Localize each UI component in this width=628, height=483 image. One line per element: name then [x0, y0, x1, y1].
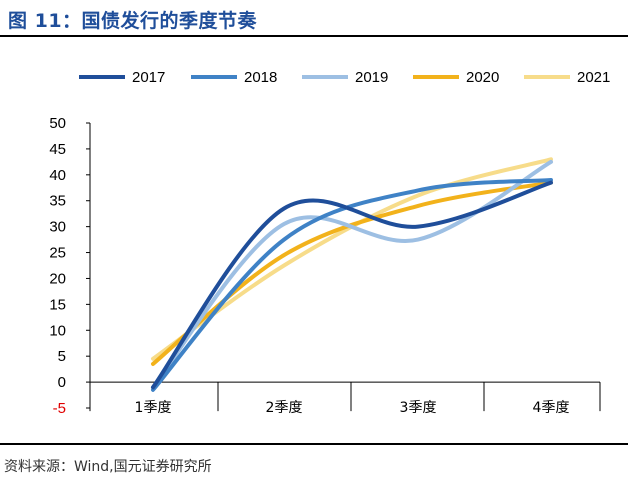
chart-title: 图 11：国债发行的季度节奏 [8, 10, 258, 32]
y-tick-label: 5 [58, 348, 66, 365]
y-tick-label: -5 [53, 400, 66, 417]
series-line-2019 [151, 159, 553, 390]
legend-label-2020: 2020 [466, 69, 499, 86]
y-tick-label: 10 [49, 322, 66, 339]
y-tick-label: 0 [58, 374, 66, 391]
source-note: 资料来源：Wind,国元证券研究所 [4, 459, 212, 475]
y-tick-label: 30 [49, 219, 66, 236]
y-tick-label: 40 [49, 167, 66, 184]
series-line-2020 [151, 180, 553, 366]
series-line-2018 [151, 178, 553, 392]
x-tick-label: 1季度 [135, 400, 172, 416]
legend-label-2019: 2019 [355, 69, 388, 86]
y-tick-label: 50 [49, 115, 66, 132]
y-tick-label: 20 [49, 270, 66, 287]
legend-label-2017: 2017 [132, 69, 165, 86]
y-tick-label: 25 [49, 245, 66, 262]
legend-label-2018: 2018 [244, 69, 277, 86]
bottom-divider [0, 443, 628, 445]
y-tick-label: 35 [49, 193, 66, 210]
x-tick-label: 2季度 [266, 400, 303, 416]
series-line-2017 [151, 180, 553, 390]
x-tick-label: 4季度 [533, 400, 570, 416]
legend-label-2021: 2021 [577, 69, 610, 86]
y-tick-label: 15 [49, 296, 66, 313]
top-divider [0, 35, 628, 37]
series-line-2021 [151, 157, 553, 361]
x-tick-label: 3季度 [400, 400, 437, 416]
y-tick-label: 45 [49, 141, 66, 158]
